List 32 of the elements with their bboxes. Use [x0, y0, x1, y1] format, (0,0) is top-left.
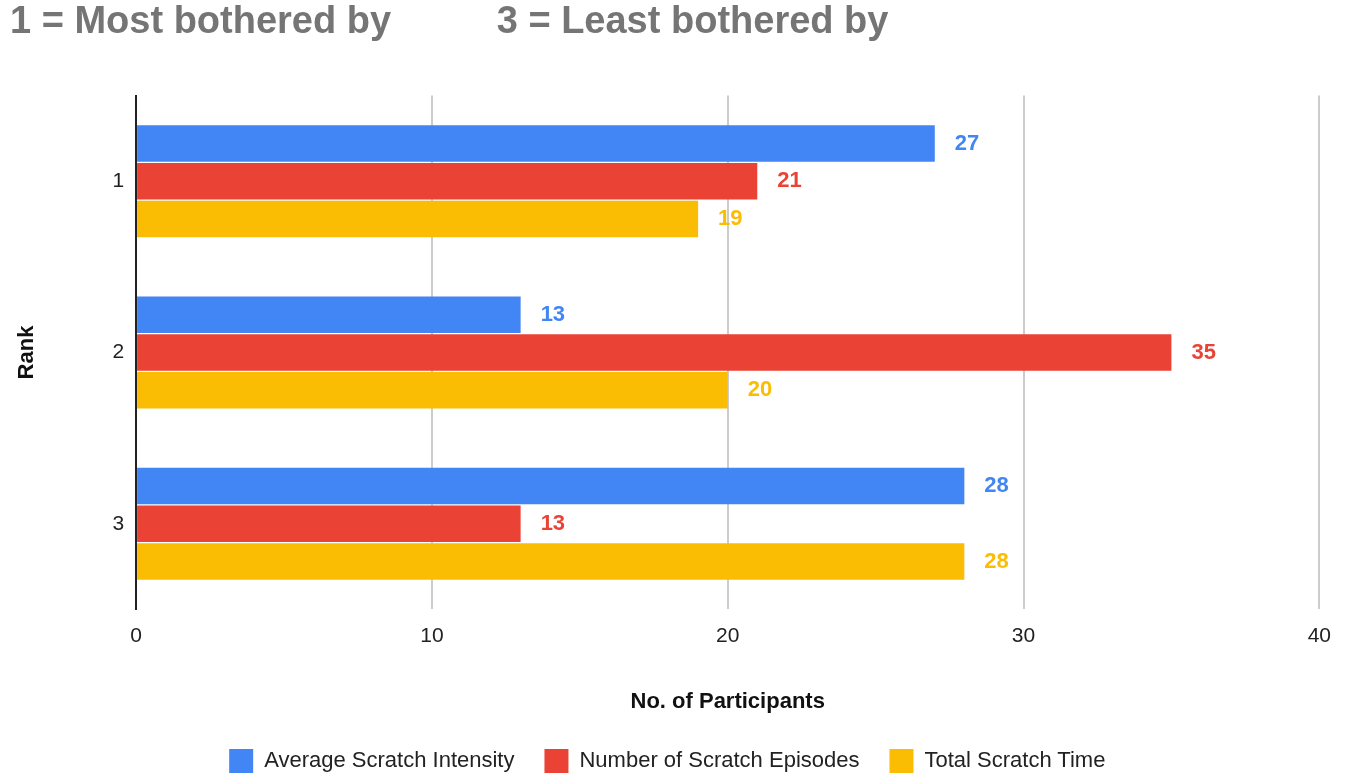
y-axis-title: Rank [13, 324, 39, 380]
x-tick-label: 0 [130, 622, 142, 646]
legend-label: Average Scratch Intensity [264, 747, 515, 773]
data-label: 35 [1191, 338, 1216, 364]
bar [137, 334, 1172, 371]
x-tick-label: 30 [1011, 622, 1036, 646]
chart-title: 1 = Most bothered by 3 = Least bothered by [10, 0, 889, 42]
legend-label: Number of Scratch Episodes [579, 747, 860, 773]
bar [137, 296, 521, 334]
y-tick-label: 1 [112, 168, 125, 192]
bar [137, 505, 521, 543]
legend-label: Total Scratch Time [924, 747, 1106, 773]
bar [137, 371, 728, 409]
data-label: 28 [984, 472, 1009, 498]
bar [137, 162, 758, 200]
data-label: 27 [954, 129, 980, 155]
data-label: 13 [540, 509, 566, 535]
data-label: 21 [777, 167, 802, 193]
y-tick-label: 2 [112, 339, 125, 363]
data-label: 13 [540, 300, 566, 326]
x-tick-label: 40 [1307, 622, 1331, 646]
x-axis-title: No. of Participants [630, 687, 825, 713]
bar [137, 467, 965, 505]
y-tick-label: 3 [112, 510, 125, 534]
x-tick-label: 20 [716, 622, 740, 646]
x-tick-label: 10 [420, 622, 444, 646]
bar [137, 543, 965, 580]
bar [137, 125, 935, 162]
data-label: 19 [718, 204, 743, 230]
bar [137, 200, 699, 238]
data-label: 20 [747, 376, 773, 402]
data-label: 28 [984, 547, 1009, 573]
